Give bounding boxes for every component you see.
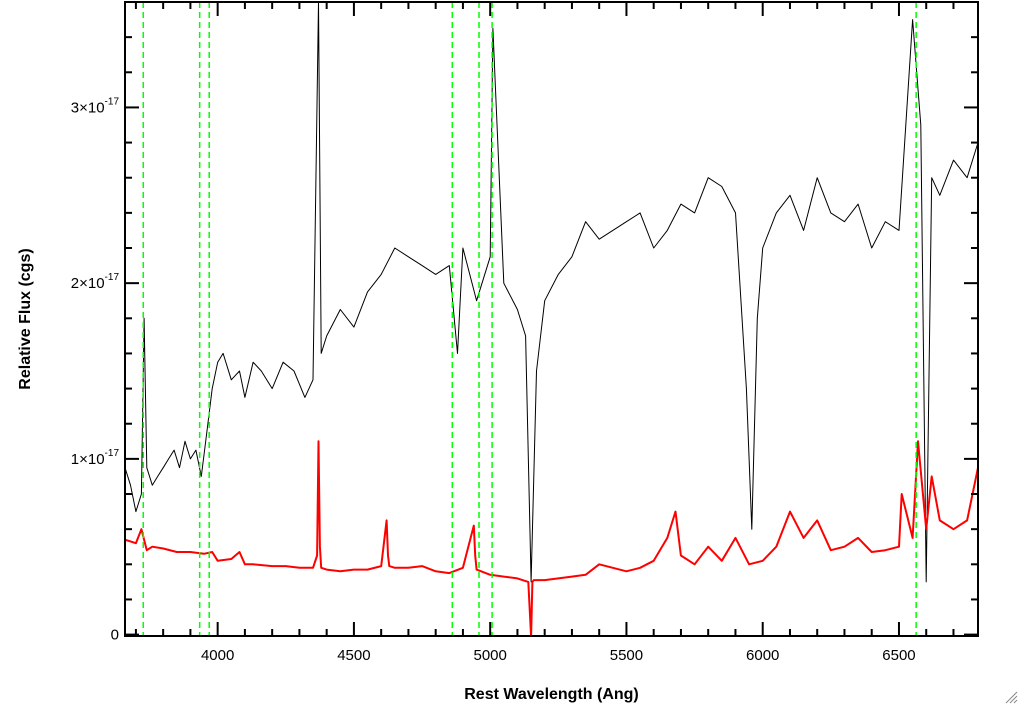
- plot-area: [125, 2, 978, 636]
- y-tick-label: 3×10-17: [71, 96, 120, 116]
- x-tick-label: 4000: [201, 647, 234, 664]
- x-tick-label: 5500: [610, 647, 643, 664]
- x-tick-label: 4500: [337, 647, 370, 664]
- error-line: [125, 440, 978, 636]
- x-axis: 4000 4500 5000 5500 6000 6500: [134, 2, 955, 664]
- y-tick-label: 1×10-17: [71, 448, 120, 468]
- y-axis-title: Relative Flux (cgs): [17, 248, 34, 389]
- x-tick-label: 6500: [882, 647, 915, 664]
- x-tick-label: 6000: [746, 647, 779, 664]
- spectrum-line: [125, 2, 978, 583]
- plot-frame: [124, 1, 979, 637]
- resize-grip-icon[interactable]: [1004, 690, 1018, 704]
- y-tick-label: 0: [111, 627, 119, 644]
- y-tick-label: 2×10-17: [71, 272, 120, 292]
- x-axis-title: Rest Wavelength (Ang): [464, 686, 639, 703]
- y-axis: 0 1×10-17 2×10-17 3×10-17: [71, 0, 978, 644]
- x-tick-label: 5000: [473, 647, 506, 664]
